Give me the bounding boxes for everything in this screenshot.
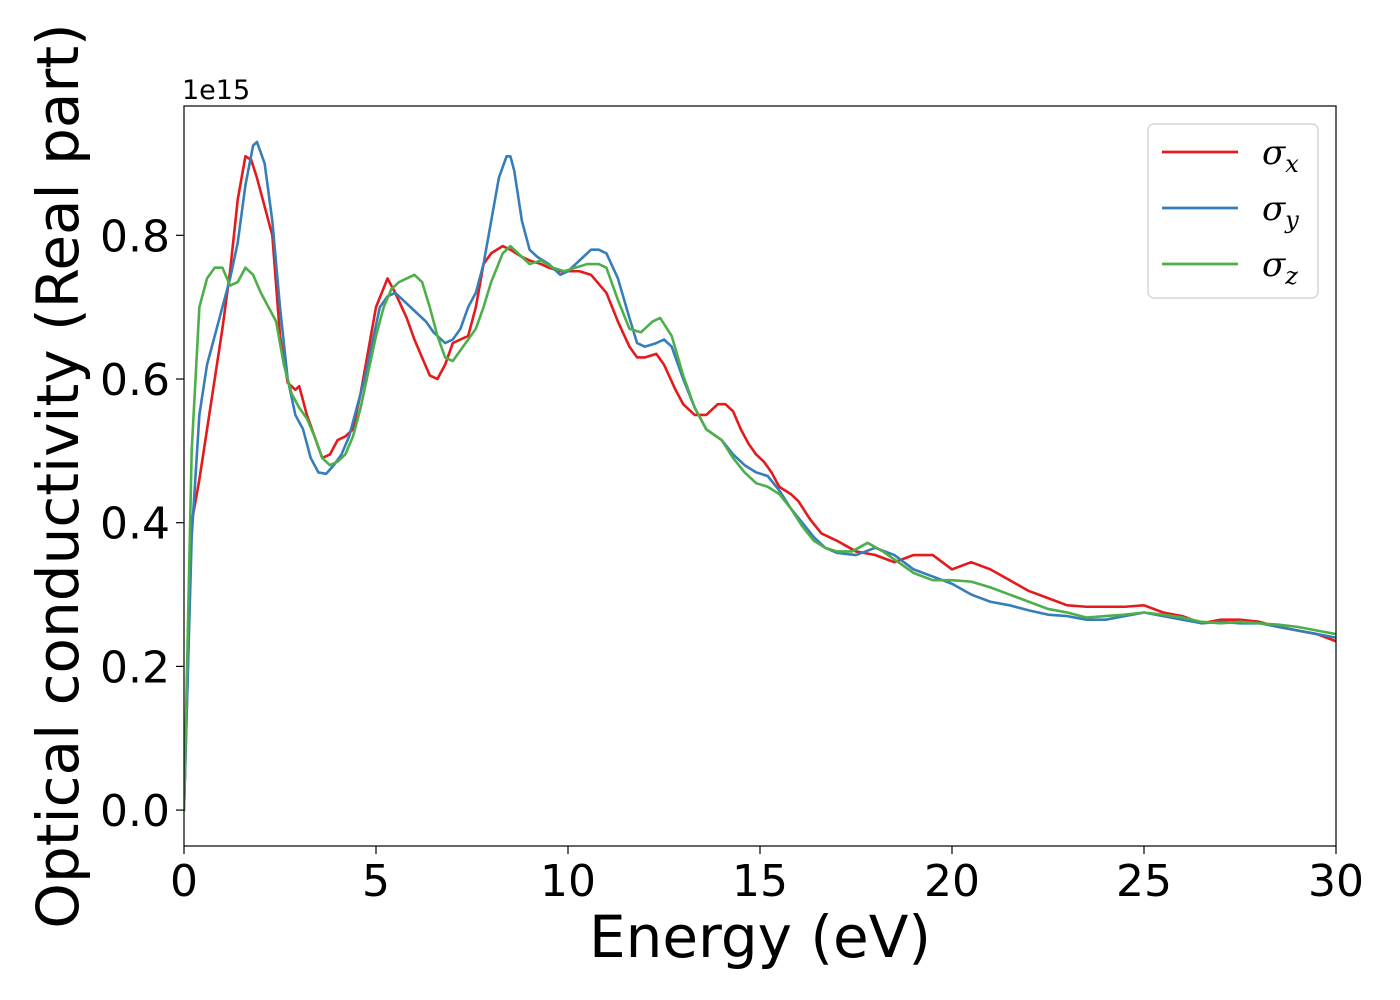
y-tick-label: 0.2 <box>100 642 170 693</box>
x-axis-title: Energy (eV) <box>589 903 931 971</box>
x-tick-label: 10 <box>540 856 596 907</box>
x-tick-label: 0 <box>170 856 198 907</box>
y-axis-title: Optical conductivity (Real part) <box>24 23 92 928</box>
series-layer <box>184 140 1336 812</box>
series-line-z <box>184 244 1336 812</box>
legend-box <box>1147 123 1319 299</box>
y-tick-label: 0.8 <box>100 211 170 262</box>
y-offset-label: 1e15 <box>182 75 250 106</box>
x-axis-ticks: 0 5 10 15 20 25 30 <box>170 846 1364 907</box>
x-tick-label: 20 <box>924 856 980 907</box>
legend-label-x: σx <box>1262 133 1299 178</box>
x-tick-label: 5 <box>362 856 390 907</box>
y-tick-label: 0.6 <box>100 355 170 406</box>
x-tick-label: 25 <box>1116 856 1172 907</box>
series-line-y <box>184 140 1336 812</box>
plot-area <box>184 106 1336 846</box>
x-tick-label: 15 <box>732 856 788 907</box>
series-line-x <box>184 154 1336 812</box>
legend-items: σx σy σz <box>1162 133 1299 290</box>
legend-label-z: σz <box>1262 245 1298 290</box>
legend-label-y: σy <box>1262 189 1299 234</box>
x-tick-label: 30 <box>1308 856 1364 907</box>
y-tick-label: 0.4 <box>100 499 170 550</box>
legend: σx σy σz <box>1147 123 1319 299</box>
y-axis-ticks: 0.0 0.2 0.4 0.6 0.8 <box>100 211 184 837</box>
y-tick-label: 0.0 <box>100 786 170 837</box>
